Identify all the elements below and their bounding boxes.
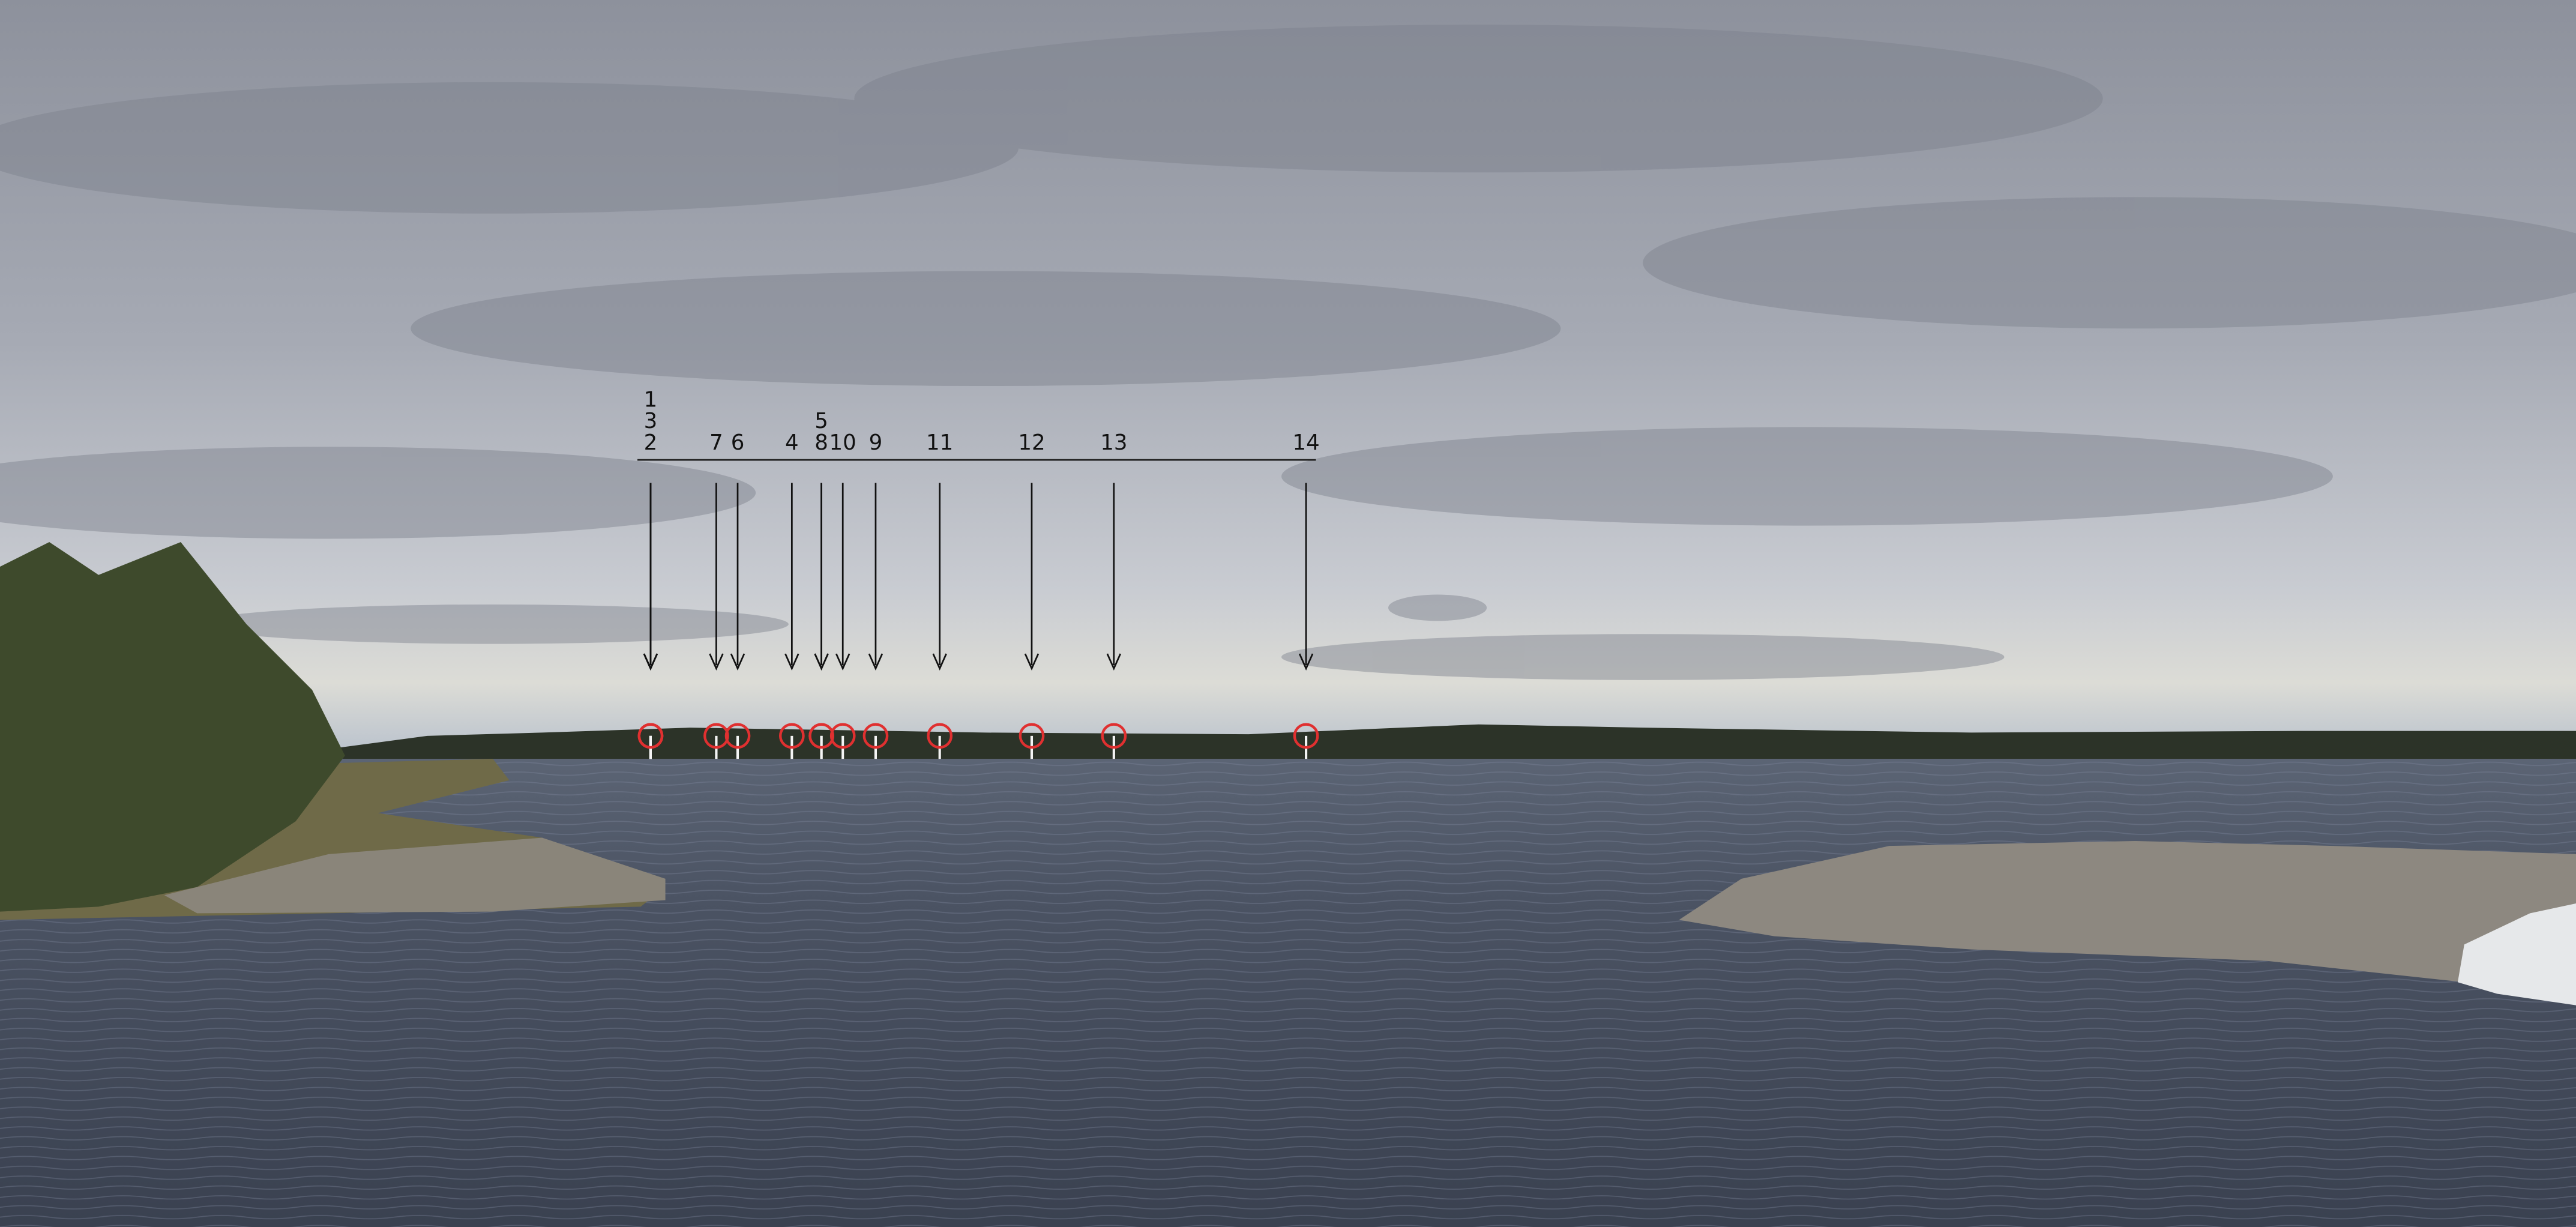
marker-label: 3 xyxy=(644,409,658,433)
marker-label: 8 xyxy=(814,430,828,455)
marker-label: 6 xyxy=(731,430,745,455)
marker-label: 13 xyxy=(1100,430,1127,455)
marker-label: 9 xyxy=(869,430,883,455)
marker-label: 14 xyxy=(1292,430,1319,455)
marker-label: 10 xyxy=(829,430,856,455)
panorama: 1234567891011121314 xyxy=(0,0,2576,1227)
marker-label: 11 xyxy=(926,430,953,455)
marker-label: 2 xyxy=(644,430,658,455)
marker-label: 12 xyxy=(1018,430,1045,455)
marker-label: 4 xyxy=(785,430,799,455)
marker-label: 7 xyxy=(709,430,723,455)
